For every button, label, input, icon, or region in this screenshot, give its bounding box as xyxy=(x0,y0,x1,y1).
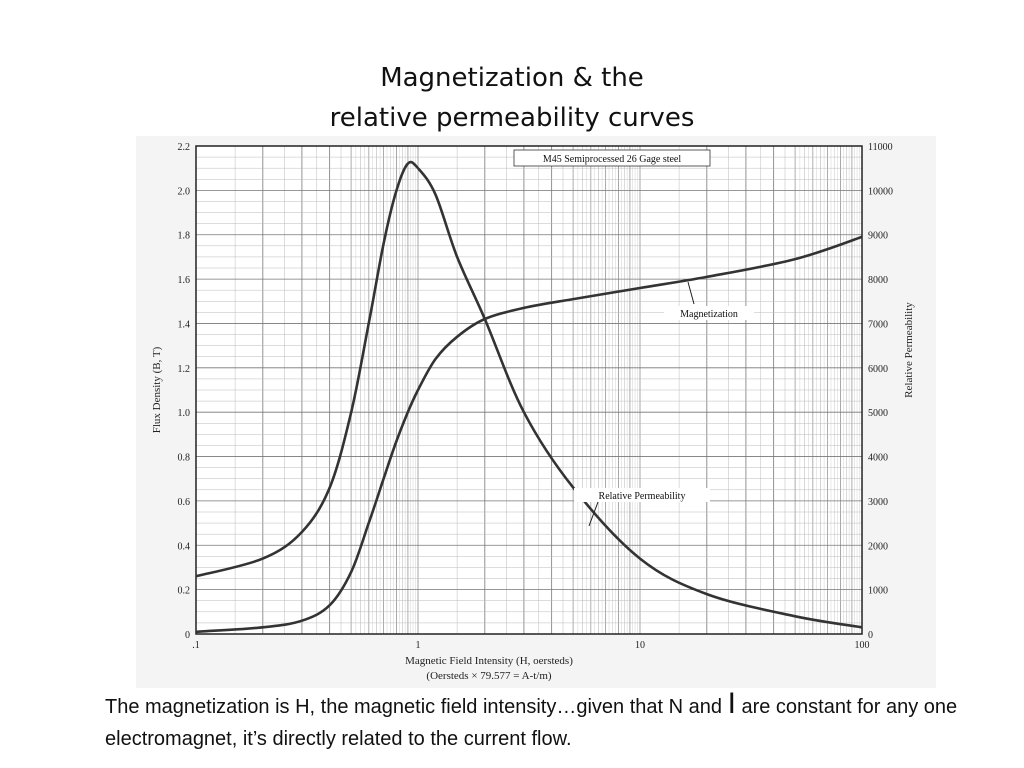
bottom-tick-label: 100 xyxy=(855,640,870,651)
slide-caption: The magnetization is H, the magnetic fie… xyxy=(105,688,985,755)
left-tick-label: 1.8 xyxy=(178,231,191,242)
permeability-arrow xyxy=(588,501,599,527)
permeability-annotation: Relative Permeability xyxy=(599,491,686,502)
left-axis-ticks: 0 0.2 0.4 0.6 0.8 1.0 1.2 1.4 1.6 1.8 2.0 2.2 xyxy=(178,142,191,641)
caption-text-1: The magnetization is H, the magnetic fie… xyxy=(105,696,728,718)
box-label: M45 Semiprocessed 26 Gage steel xyxy=(543,154,682,165)
right-tick-label: 1000 xyxy=(868,586,888,597)
caption-text-2: are constant for any one electromagnet, … xyxy=(105,696,958,750)
left-tick-label: 2.0 xyxy=(178,186,191,197)
right-tick-label: 3000 xyxy=(868,497,888,508)
right-tick-label: 0 xyxy=(868,630,873,641)
slide-title-line2: relative permeability curves xyxy=(329,103,695,133)
bottom-tick-label: 1 xyxy=(416,640,421,651)
left-tick-label: 1.6 xyxy=(178,275,191,286)
right-tick-label: 8000 xyxy=(868,275,888,286)
plot-frame xyxy=(195,145,863,635)
right-tick-label: 5000 xyxy=(868,408,888,419)
left-tick-label: 0 xyxy=(185,630,190,641)
left-tick-label: 0.6 xyxy=(178,497,191,508)
bottom-tick-label: .1 xyxy=(192,640,200,651)
magnetization-annotation: Magnetization xyxy=(680,309,738,320)
relative-permeability-curve xyxy=(195,160,863,629)
chart-curves xyxy=(195,160,863,634)
caption-current-symbol: I xyxy=(727,687,736,720)
right-tick-label: 2000 xyxy=(868,541,888,552)
chart-grid xyxy=(195,145,863,635)
y-axis-right-label: Relative Permeability xyxy=(903,302,915,398)
left-tick-label: 0.4 xyxy=(178,541,191,552)
left-tick-label: 0.8 xyxy=(178,453,191,464)
permeability-label-bg xyxy=(574,488,710,502)
right-tick-label: 10000 xyxy=(868,186,893,197)
y-axis-left-label: Flux Density (B, T) xyxy=(151,346,163,433)
left-tick-label: 1.4 xyxy=(178,319,191,330)
box-label-frame xyxy=(513,149,711,167)
x-axis-label: Magnetic Field Intensity (H, oersteds) xyxy=(405,655,573,667)
magnetization-chart: 00.20.40.60.81.01.21.41.61.82.02.2 01000… xyxy=(151,142,915,682)
magnetization-arrow xyxy=(687,281,695,305)
chart-annotations: M45 Semiprocessed 26 Gage steel Magnetiza… xyxy=(513,149,754,527)
left-tick-label: 1.2 xyxy=(178,364,191,375)
slide-title-line1: Magnetization & the xyxy=(380,63,644,93)
left-tick-label: 2.2 xyxy=(178,142,191,153)
right-tick-label: 4000 xyxy=(868,453,888,464)
right-tick-label: 9000 xyxy=(868,231,888,242)
right-tick-label: 11000 xyxy=(868,142,893,153)
right-tick-label: 7000 xyxy=(868,319,888,330)
left-tick-label: 1.0 xyxy=(178,408,191,419)
slide-title: Magnetization & the relative permeabilit… xyxy=(0,58,1024,138)
magnetization-label-bg xyxy=(664,306,754,320)
x-axis-note: (Oersteds × 79.577 = A-t/m) xyxy=(426,670,551,682)
right-tick-label: 6000 xyxy=(868,364,888,375)
left-tick-label: 0.2 xyxy=(178,586,191,597)
right-axis-ticks: 0 1000 2000 3000 4000 5000 6000 7000 8000 9000 100… xyxy=(868,142,893,641)
chart-figure: 0 0.2 0.4 0.6 0.8 1.0 1.2 1.4 1.6 1.8 2.0 2.2 0 1000… xyxy=(136,136,936,688)
magnetization-curve xyxy=(195,235,863,634)
bottom-tick-label: 10 xyxy=(635,640,645,651)
bottom-axis-ticks: .1 1 10 100 xyxy=(192,640,869,651)
